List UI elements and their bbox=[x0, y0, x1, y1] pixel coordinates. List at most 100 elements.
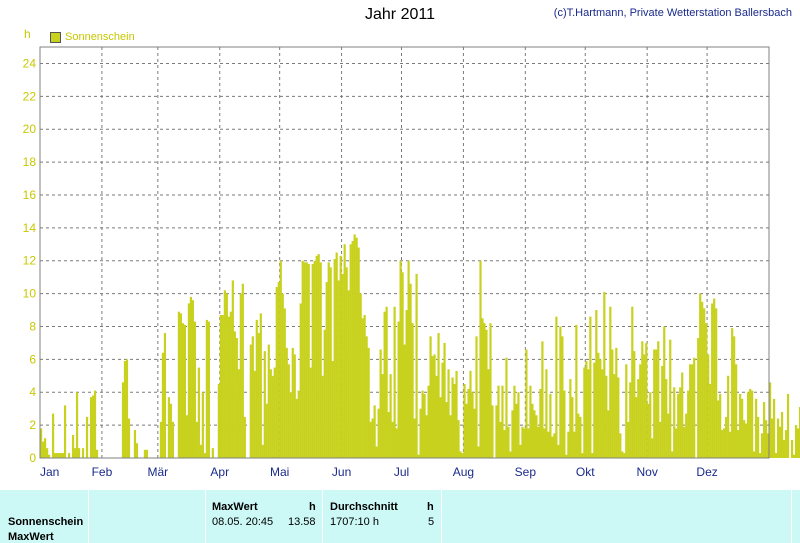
bar bbox=[365, 336, 368, 458]
bar bbox=[271, 375, 274, 458]
y-tick-label: 6 bbox=[29, 352, 36, 366]
bar bbox=[605, 375, 608, 458]
bar bbox=[782, 439, 786, 458]
summary-col-labels: Sonnenschein MaxWert bbox=[0, 490, 89, 543]
bar bbox=[507, 426, 510, 458]
bar bbox=[281, 293, 284, 458]
bar bbox=[587, 369, 590, 458]
bar bbox=[443, 342, 446, 458]
bar bbox=[459, 451, 462, 458]
bar bbox=[167, 397, 171, 458]
bar bbox=[792, 454, 796, 458]
bar bbox=[653, 349, 656, 458]
bar bbox=[219, 314, 222, 458]
bar bbox=[133, 430, 137, 458]
bar bbox=[583, 367, 586, 458]
bar bbox=[311, 264, 314, 458]
bar bbox=[513, 385, 516, 458]
bar bbox=[345, 267, 348, 458]
bar bbox=[637, 379, 640, 458]
bar bbox=[743, 420, 746, 458]
bar bbox=[547, 431, 550, 458]
bar bbox=[721, 430, 724, 458]
bar bbox=[483, 323, 486, 458]
bar bbox=[47, 454, 51, 458]
bar bbox=[239, 293, 242, 458]
bar bbox=[327, 262, 330, 458]
bar bbox=[77, 448, 81, 458]
bar bbox=[223, 290, 226, 458]
bar bbox=[229, 311, 232, 458]
bar bbox=[421, 390, 424, 458]
bar bbox=[794, 425, 798, 458]
bar bbox=[287, 364, 290, 458]
bar bbox=[633, 351, 636, 458]
bar bbox=[521, 426, 524, 458]
bar bbox=[261, 444, 264, 458]
bar bbox=[593, 362, 596, 458]
bar bbox=[349, 244, 352, 458]
bar bbox=[299, 303, 302, 458]
x-tick-label: Mär bbox=[148, 465, 169, 479]
bar bbox=[757, 416, 760, 458]
bars bbox=[40, 234, 800, 458]
bar bbox=[621, 451, 624, 458]
bar bbox=[591, 453, 594, 458]
bar bbox=[701, 301, 704, 458]
bar bbox=[535, 415, 538, 458]
bar bbox=[203, 453, 206, 458]
bar bbox=[671, 451, 674, 458]
y-tick-label: 12 bbox=[23, 254, 37, 268]
bar bbox=[599, 359, 602, 458]
y-tick-label: 20 bbox=[23, 122, 37, 136]
bar bbox=[171, 421, 175, 458]
bar bbox=[495, 405, 498, 458]
bar bbox=[571, 397, 574, 458]
bar bbox=[595, 310, 598, 458]
y-tick-label: 16 bbox=[23, 188, 37, 202]
bar bbox=[751, 390, 754, 458]
bar bbox=[295, 398, 298, 458]
bar bbox=[770, 418, 774, 458]
bar bbox=[489, 323, 492, 458]
bar bbox=[201, 392, 204, 458]
bar bbox=[429, 336, 432, 458]
bar bbox=[45, 448, 49, 458]
bar bbox=[53, 453, 57, 458]
bar bbox=[335, 252, 338, 458]
bar bbox=[796, 428, 800, 458]
summary-col-rest bbox=[442, 490, 792, 543]
x-tick-label: Dez bbox=[696, 465, 717, 479]
bar bbox=[523, 428, 526, 458]
bar bbox=[437, 333, 440, 458]
x-tick-label: Mai bbox=[270, 465, 289, 479]
bar bbox=[363, 314, 366, 458]
bar bbox=[285, 347, 288, 458]
bar bbox=[81, 448, 85, 458]
bar bbox=[277, 282, 280, 458]
bar bbox=[663, 326, 666, 458]
bar bbox=[41, 441, 45, 458]
bar bbox=[435, 375, 438, 458]
avg-total: 1707:10 h bbox=[330, 516, 379, 528]
bar bbox=[545, 369, 548, 458]
bar bbox=[619, 433, 622, 458]
avg-value: 5 bbox=[428, 516, 435, 528]
bar bbox=[515, 403, 518, 458]
bar bbox=[553, 433, 556, 458]
bar bbox=[235, 337, 238, 458]
bar bbox=[359, 293, 362, 458]
bar bbox=[557, 444, 560, 458]
bar bbox=[776, 418, 780, 458]
bar bbox=[715, 308, 718, 458]
x-tick-label: Jan bbox=[40, 465, 59, 479]
bar bbox=[189, 296, 192, 458]
y-tick-label: 18 bbox=[23, 155, 37, 169]
bar bbox=[289, 392, 292, 458]
bar bbox=[707, 354, 710, 458]
bar bbox=[425, 415, 428, 458]
bar bbox=[563, 390, 566, 458]
bar bbox=[673, 387, 676, 458]
bar bbox=[445, 402, 448, 458]
bar bbox=[399, 260, 402, 458]
